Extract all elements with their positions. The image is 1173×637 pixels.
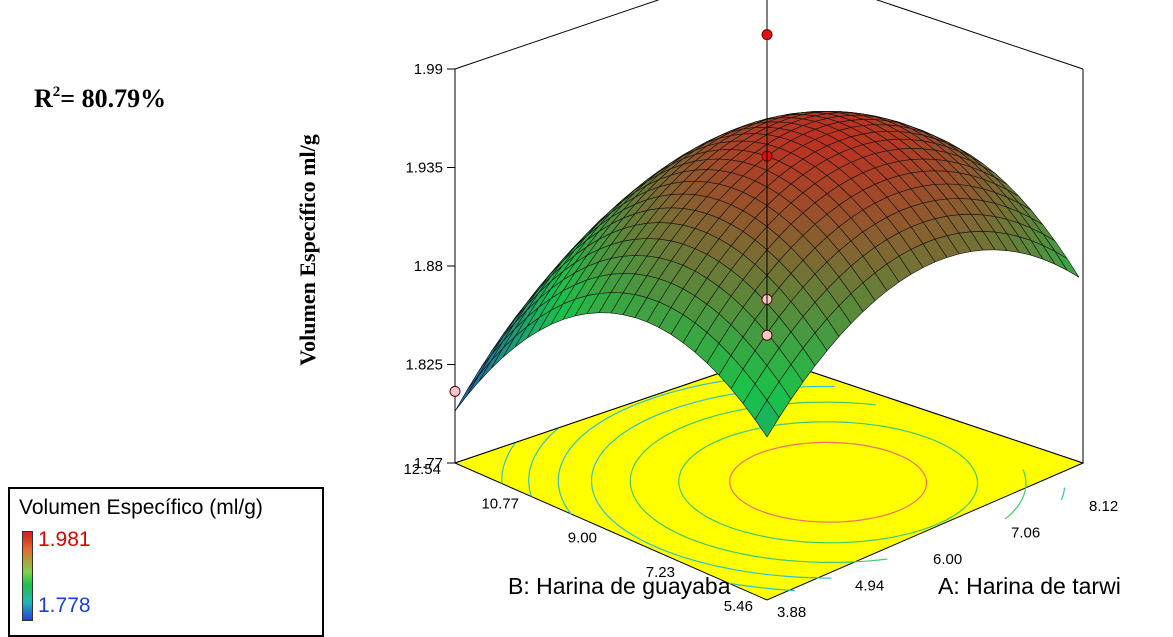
color-legend: Volumen Específico (ml/g) 1.981 1.778 xyxy=(8,487,324,637)
r2-value: = 80.79% xyxy=(60,84,166,113)
r-squared-annotation: R2= 80.79% xyxy=(34,84,166,114)
y-axis-title: B: Harina de guayaba xyxy=(508,573,731,599)
x-tick-label: 4.94 xyxy=(855,578,884,595)
design-point xyxy=(762,30,772,40)
design-point xyxy=(762,330,772,340)
y-tick-label: 12.54 xyxy=(403,461,441,478)
x-tick-label: 3.88 xyxy=(777,604,806,621)
x-tick-label: 6.00 xyxy=(933,551,962,568)
y-tick-label: 5.46 xyxy=(724,598,753,615)
x-axis-title: A: Harina de tarwi xyxy=(938,573,1121,599)
design-point xyxy=(450,386,460,396)
r2-symbol: R xyxy=(34,84,53,113)
legend-min-value: 1.778 xyxy=(38,594,91,618)
z-tick-label: 1.88 xyxy=(414,258,443,275)
x-tick-label: 8.12 xyxy=(1089,498,1118,515)
x-tick-label: 7.06 xyxy=(1011,525,1040,542)
z-tick-label: 1.99 xyxy=(414,61,443,78)
z-tick-label: 1.935 xyxy=(405,160,443,177)
z-axis-title: Volumen Específico ml/g xyxy=(295,134,320,365)
legend-title: Volumen Específico (ml/g) xyxy=(19,496,263,520)
y-tick-label: 9.00 xyxy=(568,530,597,547)
y-tick-label: 10.77 xyxy=(481,495,519,512)
legend-max-value: 1.981 xyxy=(38,528,91,552)
surface-cell xyxy=(467,361,491,396)
legend-color-bar xyxy=(22,531,33,621)
z-tick-label: 1.825 xyxy=(405,357,443,374)
